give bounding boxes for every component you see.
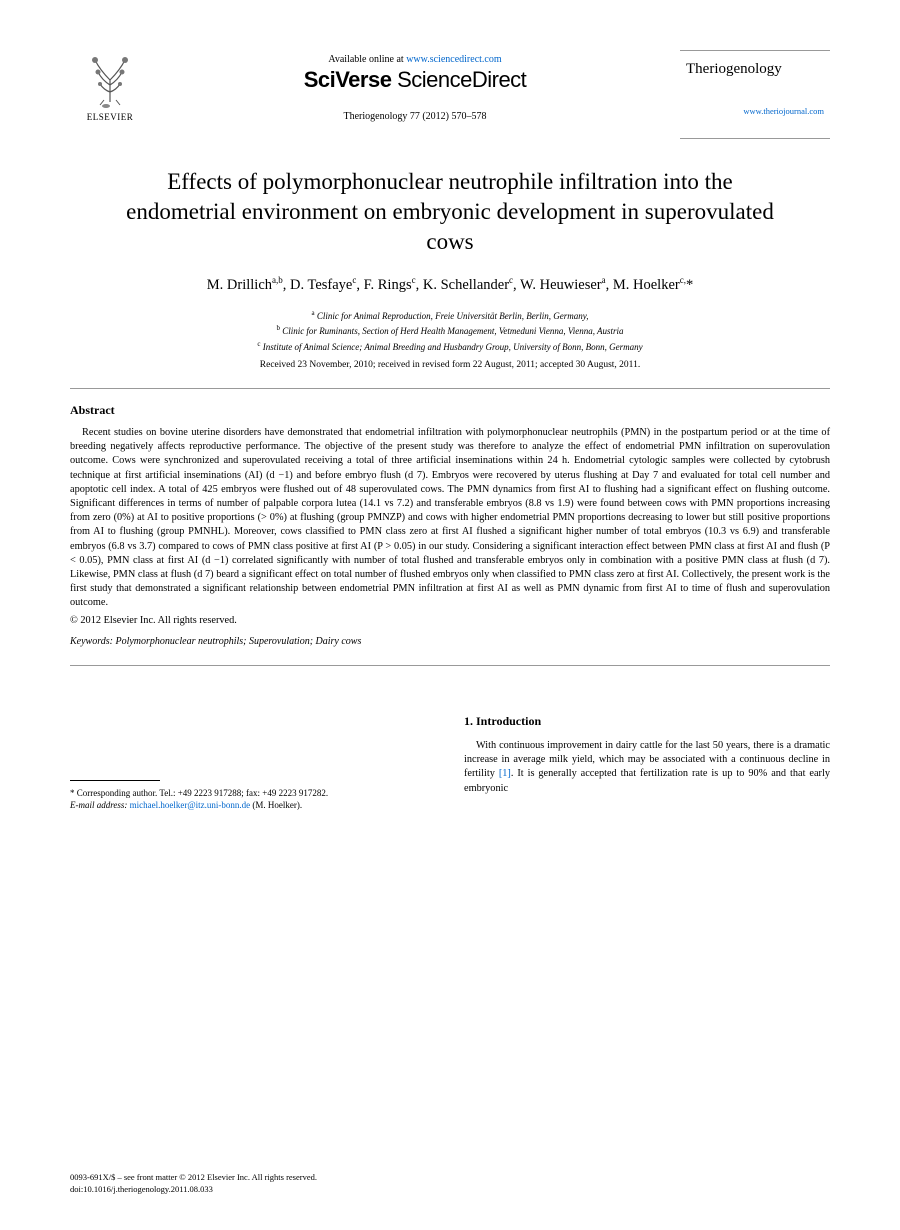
journal-citation: Theriogenology 77 (2012) 570–578 — [150, 111, 680, 122]
intro-paragraph: With continuous improvement in dairy cat… — [464, 739, 830, 797]
footer-doi: doi:10.1016/j.theriogenology.2011.08.033 — [70, 1184, 317, 1196]
footer-copyright: 0093-691X/$ – see front matter © 2012 El… — [70, 1172, 317, 1184]
two-column-body: * Corresponding author. Tel.: +49 2223 9… — [70, 714, 830, 812]
center-header: Available online at www.sciencedirect.co… — [150, 50, 680, 122]
divider-bottom — [70, 665, 830, 666]
abstract-heading: Abstract — [70, 403, 830, 418]
left-column: * Corresponding author. Tel.: +49 2223 9… — [70, 714, 436, 812]
corr-author-email-line: E-mail address: michael.hoelker@itz.uni-… — [70, 799, 436, 812]
intro-heading: 1. Introduction — [464, 714, 830, 729]
available-online-line: Available online at www.sciencedirect.co… — [150, 54, 680, 65]
divider-top — [70, 388, 830, 389]
page-footer: 0093-691X/$ – see front matter © 2012 El… — [70, 1172, 317, 1196]
footnote-separator — [70, 780, 160, 781]
citation-link-1[interactable]: [1] — [499, 768, 511, 779]
abstract-copyright: © 2012 Elsevier Inc. All rights reserved… — [70, 615, 830, 626]
author-list: M. Drillicha,b, D. Tesfayec, F. Ringsc, … — [100, 275, 800, 294]
sciverse-logo-text: SciVerse ScienceDirect — [150, 67, 680, 93]
email-suffix: (M. Hoelker). — [250, 800, 302, 810]
article-dates: Received 23 November, 2010; received in … — [70, 360, 830, 370]
page-header: ELSEVIER Available online at www.science… — [70, 50, 830, 139]
affiliation-line: a Clinic for Animal Reproduction, Freie … — [100, 308, 800, 324]
sciverse-suffix: ScienceDirect — [397, 67, 526, 92]
keywords-text: Polymorphonuclear neutrophils; Superovul… — [113, 636, 361, 647]
journal-url[interactable]: www.theriojournal.com — [686, 106, 824, 116]
article-title: Effects of polymorphonuclear neutrophile… — [110, 167, 790, 257]
affiliation-line: b Clinic for Ruminants, Section of Herd … — [100, 323, 800, 339]
publisher-name: ELSEVIER — [87, 112, 134, 122]
journal-name: Theriogenology — [686, 61, 824, 78]
keywords-label: Keywords: — [70, 636, 113, 647]
affiliation-list: a Clinic for Animal Reproduction, Freie … — [100, 308, 800, 355]
corr-author-line: * Corresponding author. Tel.: +49 2223 9… — [70, 787, 436, 800]
affiliation-line: c Institute of Animal Science; Animal Br… — [100, 339, 800, 355]
sciencedirect-link[interactable]: www.sciencedirect.com — [406, 54, 501, 65]
available-online-text: Available online at — [328, 54, 406, 65]
sciverse-prefix: SciVerse — [304, 67, 397, 92]
intro-text-post: . It is generally accepted that fertiliz… — [464, 768, 830, 793]
elsevier-tree-icon — [80, 50, 140, 110]
email-label: E-mail address: — [70, 800, 127, 810]
right-column: 1. Introduction With continuous improvem… — [464, 714, 830, 812]
keywords-line: Keywords: Polymorphonuclear neutrophils;… — [70, 636, 830, 647]
journal-box: Theriogenology www.theriojournal.com — [680, 50, 830, 139]
abstract-text: Recent studies on bovine uterine disorde… — [70, 426, 830, 611]
corresponding-author-footnote: * Corresponding author. Tel.: +49 2223 9… — [70, 787, 436, 812]
corr-author-email[interactable]: michael.hoelker@itz.uni-bonn.de — [130, 800, 251, 810]
publisher-logo-block: ELSEVIER — [70, 50, 150, 122]
